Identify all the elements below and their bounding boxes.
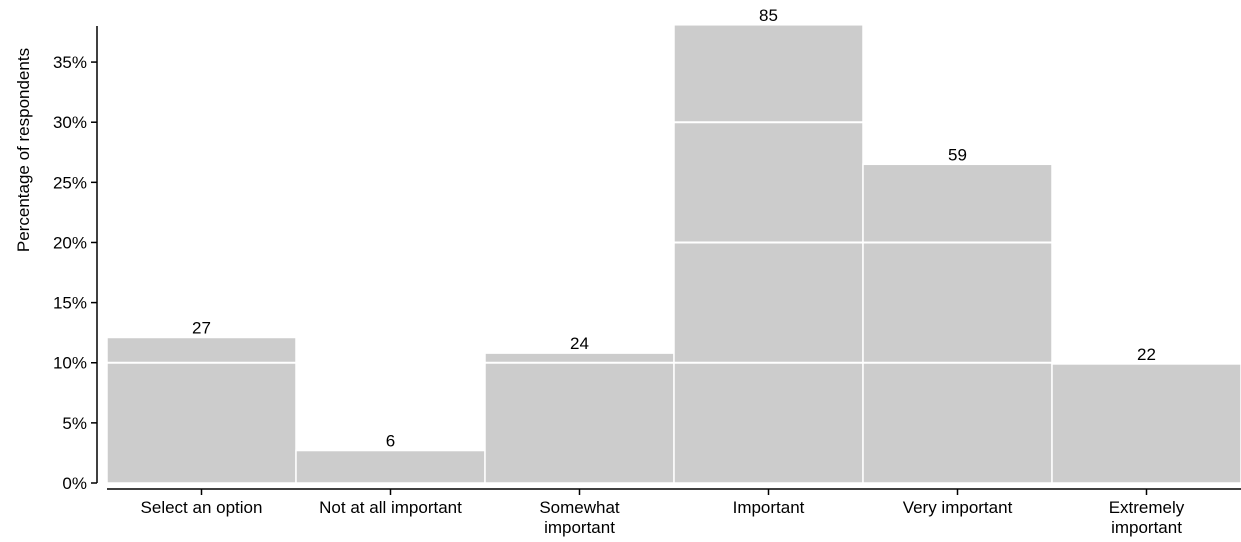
bar-1 bbox=[295, 449, 486, 484]
bar-5 bbox=[1051, 363, 1241, 484]
gridlines-layer bbox=[107, 121, 1052, 364]
y-tick-label-20: 20% bbox=[53, 233, 87, 252]
x-tick-label-line: Somewhat bbox=[539, 498, 620, 517]
x-tick-label-line: Select an option bbox=[141, 498, 263, 517]
x-tick-label-line: important bbox=[544, 518, 615, 537]
x-tick-label-line: important bbox=[1111, 518, 1182, 537]
bar-4 bbox=[862, 163, 1053, 484]
x-tick-label-line: Not at all important bbox=[319, 498, 462, 517]
y-tick-label-25: 25% bbox=[53, 173, 87, 192]
x-tick-label-line: Extremely bbox=[1109, 498, 1185, 517]
y-tick-label-30: 30% bbox=[53, 113, 87, 132]
x-tick-label-5: Extremely important bbox=[1109, 498, 1185, 537]
y-tick-label-35: 35% bbox=[53, 53, 87, 72]
x-axis: Select an option Not at all important Some… bbox=[107, 488, 1241, 537]
bar-3 bbox=[673, 24, 864, 484]
bar-2 bbox=[484, 352, 675, 484]
y-axis-title: Percentage of respondents bbox=[14, 48, 33, 252]
x-tick-label-4: Very important bbox=[903, 498, 1013, 517]
data-label-5: 22 bbox=[1137, 345, 1156, 364]
x-tick-label-3: Important bbox=[733, 498, 805, 517]
data-label-3: 85 bbox=[759, 6, 778, 25]
bars-layer bbox=[106, 24, 1241, 484]
x-tick-label-line: Important bbox=[733, 498, 805, 517]
data-labels-layer: 27 6 24 85 59 22 bbox=[192, 6, 1156, 451]
bar-0 bbox=[106, 336, 297, 484]
data-label-0: 27 bbox=[192, 318, 211, 337]
x-tick-label-2: Somewhat important bbox=[539, 498, 620, 537]
x-tick-label-0: Select an option bbox=[141, 498, 263, 517]
y-tick-label-0: 0% bbox=[62, 474, 87, 493]
y-axis: 0% 5% 10% 15% 20% 25% 30% 35% bbox=[53, 26, 98, 493]
data-label-4: 59 bbox=[948, 145, 967, 164]
y-tick-label-15: 15% bbox=[53, 294, 87, 313]
y-tick-label-5: 5% bbox=[62, 414, 87, 433]
y-tick-label-10: 10% bbox=[53, 354, 87, 373]
data-label-2: 24 bbox=[570, 334, 589, 353]
data-label-1: 6 bbox=[386, 432, 395, 451]
x-tick-label-1: Not at all important bbox=[319, 498, 462, 517]
x-tick-label-line: Very important bbox=[903, 498, 1013, 517]
